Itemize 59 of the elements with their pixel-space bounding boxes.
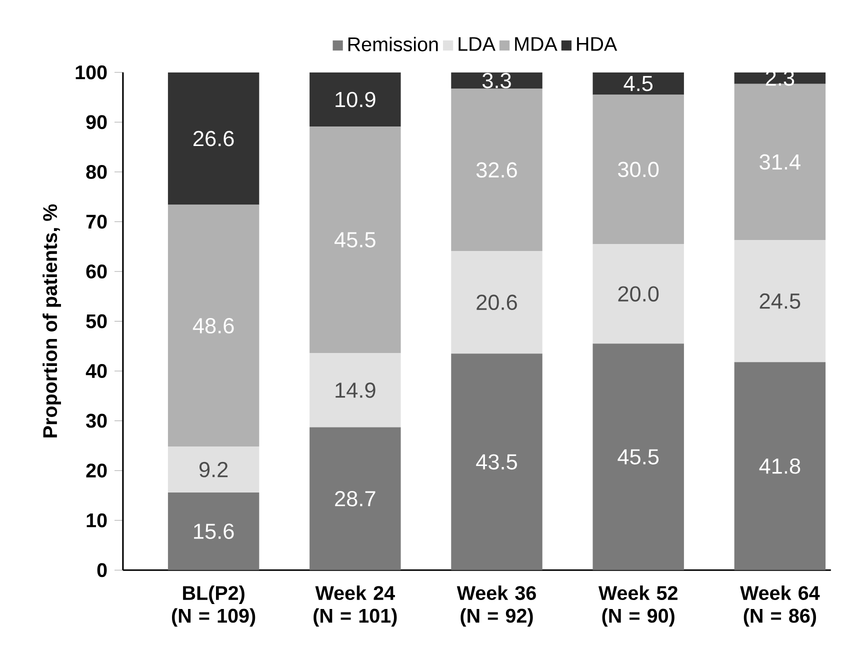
bar [592, 72, 684, 95]
data-label: 26.6 [194, 130, 234, 146]
data-label: 4.5 [624, 76, 653, 91]
data-label: 45.5 [618, 449, 659, 464]
bar [734, 240, 826, 362]
bar [451, 353, 542, 570]
data-label: 9.2 [199, 462, 228, 478]
bar [310, 126, 401, 353]
y-axis-title: Proportion of patients, % [42, 204, 62, 438]
x-tick-label: Week 52 (N = 90) [598, 585, 678, 626]
data-label: 48.6 [192, 318, 234, 334]
bar [168, 492, 260, 570]
legend-label: LDA [458, 36, 496, 51]
bar [310, 352, 401, 428]
data-label: 32.6 [476, 162, 517, 178]
y-tick-label: 0 [97, 562, 107, 577]
bar [592, 343, 684, 570]
y-tick-label: 30 [86, 414, 107, 428]
y-tick-label: 100 [76, 65, 107, 80]
bar [451, 88, 542, 251]
x-tick-label: Week 24 (N = 101) [314, 585, 397, 626]
bar [451, 72, 542, 89]
legend-label: Remission [348, 36, 438, 52]
y-tick-label: 80 [86, 164, 107, 179]
x-tick-label: BL(P2) (N = 109) [172, 585, 256, 626]
y-tick-label: 50 [86, 314, 107, 328]
data-label: 15.6 [194, 523, 234, 539]
data-label: 30.0 [618, 162, 659, 177]
data-label: 45.5 [334, 232, 376, 248]
y-tick-label: 10 [86, 513, 107, 528]
bar [592, 244, 684, 344]
y-tick-label: 40 [86, 364, 107, 378]
legend-label: HDA [577, 36, 618, 51]
data-label: 3.3 [482, 72, 511, 88]
data-label: 20.0 [618, 286, 659, 302]
data-label: 31.4 [760, 154, 800, 170]
data-label: 28.7 [335, 490, 376, 506]
y-tick-label: 60 [86, 264, 107, 278]
bar [168, 204, 260, 446]
bar [310, 72, 401, 126]
data-label: 10.9 [336, 92, 376, 107]
bar [734, 362, 826, 570]
data-label: 41.8 [759, 458, 800, 474]
legend-label: MDA [515, 36, 558, 51]
y-tick-label: 70 [86, 214, 107, 228]
bar [451, 250, 542, 354]
bar [168, 446, 260, 492]
data-label: 24.5 [760, 293, 800, 309]
y-tick-label: 20 [86, 463, 107, 478]
x-tick-label: Week 36 (N = 92) [456, 585, 536, 626]
data-label: 43.5 [476, 454, 517, 470]
data-label: 20.6 [476, 294, 517, 310]
bar [592, 94, 684, 244]
y-tick-label: 90 [86, 114, 107, 129]
bar [734, 72, 826, 84]
x-tick-label: Week 64 (N = 86) [740, 585, 820, 626]
bar [310, 427, 401, 570]
bar [168, 72, 260, 205]
data-label: 14.9 [336, 382, 376, 398]
